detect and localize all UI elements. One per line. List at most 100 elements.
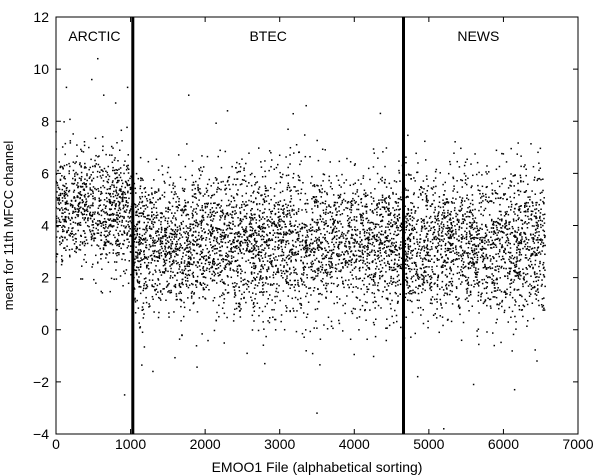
data-point: [282, 258, 284, 260]
data-point: [224, 216, 226, 218]
data-point: [409, 245, 412, 247]
data-point: [91, 224, 93, 226]
data-point: [188, 227, 190, 229]
data-point: [103, 218, 106, 220]
data-point: [410, 268, 413, 271]
data-point: [287, 182, 289, 185]
data-point: [346, 266, 349, 268]
data-point: [390, 249, 392, 252]
data-point: [196, 252, 199, 255]
data-point: [476, 335, 479, 338]
data-point: [305, 251, 307, 253]
data-point: [64, 153, 66, 156]
data-point: [252, 234, 255, 236]
data-point: [503, 267, 505, 270]
data-point: [150, 201, 152, 204]
data-point: [123, 172, 125, 175]
data-point: [67, 227, 70, 229]
data-point: [157, 278, 159, 280]
data-point: [221, 269, 223, 272]
data-point: [196, 261, 199, 263]
data-point: [271, 308, 273, 311]
data-point: [368, 274, 371, 276]
data-point: [331, 188, 333, 190]
data-point: [329, 249, 331, 252]
data-point: [324, 247, 326, 249]
data-point: [181, 209, 183, 212]
data-point: [129, 234, 132, 236]
data-point: [529, 233, 532, 235]
data-point: [280, 245, 283, 248]
data-point: [295, 253, 298, 256]
data-point: [373, 296, 376, 298]
data-point: [218, 203, 220, 205]
data-point: [318, 227, 320, 230]
data-point: [334, 201, 337, 204]
data-point: [397, 205, 399, 207]
data-point: [184, 268, 187, 270]
data-point: [72, 169, 75, 172]
data-point: [135, 172, 138, 175]
data-point: [80, 186, 82, 188]
data-point: [271, 218, 273, 221]
data-point: [147, 264, 149, 267]
data-point: [103, 210, 105, 213]
data-point: [59, 202, 62, 204]
data-point: [134, 258, 136, 261]
data-point: [315, 196, 318, 198]
data-point: [286, 216, 288, 218]
data-point: [363, 193, 365, 196]
data-point: [233, 206, 235, 209]
data-point: [105, 211, 108, 213]
data-point: [259, 277, 261, 279]
data-point: [138, 282, 140, 284]
data-point: [72, 212, 74, 214]
data-point: [61, 230, 64, 233]
data-point: [291, 239, 294, 242]
data-point: [495, 253, 497, 256]
data-point: [66, 238, 68, 241]
data-point: [300, 256, 303, 258]
data-point: [379, 277, 381, 279]
data-point: [86, 208, 88, 210]
data-point: [192, 244, 194, 246]
data-point: [312, 247, 315, 250]
data-point: [383, 206, 385, 208]
data-point: [86, 206, 89, 208]
data-point: [340, 186, 342, 188]
data-point: [516, 231, 518, 234]
data-point: [126, 167, 129, 169]
data-point: [102, 221, 105, 223]
data-point: [65, 189, 68, 192]
data-point: [91, 215, 93, 217]
data-point: [365, 195, 367, 197]
data-point: [267, 298, 270, 300]
data-point: [301, 240, 303, 243]
data-point: [245, 180, 247, 183]
data-point: [429, 229, 432, 231]
data-point: [285, 279, 287, 281]
data-point: [287, 283, 290, 286]
data-point: [145, 204, 147, 206]
data-point: [477, 189, 480, 191]
data-point: [291, 248, 294, 251]
data-point: [345, 260, 347, 262]
data-point: [119, 167, 122, 169]
data-point: [316, 242, 318, 244]
data-point: [201, 273, 203, 275]
data-point: [269, 276, 271, 278]
data-point: [108, 201, 111, 203]
data-point: [235, 302, 237, 305]
data-point: [243, 209, 245, 211]
data-point: [107, 192, 110, 195]
data-point: [242, 201, 244, 203]
data-point: [283, 233, 285, 235]
data-point: [346, 232, 349, 234]
data-point: [75, 238, 78, 240]
data-point: [150, 237, 152, 240]
data-point: [461, 179, 464, 182]
data-point: [246, 185, 248, 187]
data-point: [254, 284, 257, 286]
data-point: [343, 286, 345, 289]
data-point: [333, 221, 336, 223]
